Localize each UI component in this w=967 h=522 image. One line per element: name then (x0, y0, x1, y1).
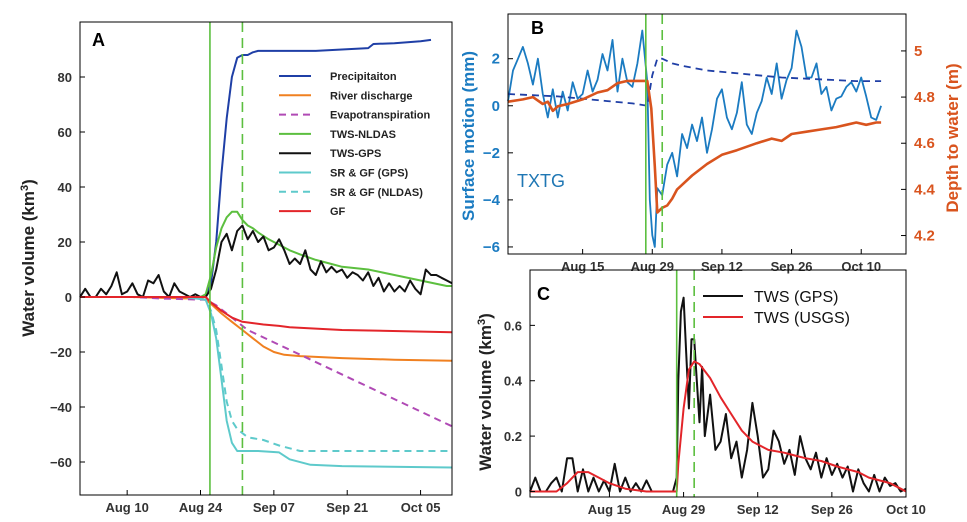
panel-a-xtick-tick-label: Aug 24 (179, 500, 223, 515)
panel-b-letter: B (531, 18, 544, 38)
panel-a-ytick-tick-label: −60 (50, 455, 72, 470)
panel-b-yticks-right: 4.2 4.4 4.6 4.8 5 (901, 43, 936, 245)
panel-a-frame (79, 21, 453, 496)
legend-label-sr-gf-nldas: SR & GF (NLDAS) (330, 187, 423, 199)
panel-b-xtick-tick-label: Sep 26 (771, 259, 813, 274)
panel-b-ytick-left-tick-label: 2 (492, 51, 500, 68)
series-surface-motion-trend (507, 57, 882, 107)
panel-b-ytick-right-tick-label: 4.2 (914, 228, 935, 245)
series-tws-nldas (80, 210, 452, 298)
panel-c-xtick-tick-label: Aug 15 (588, 502, 631, 517)
station-label: TXTG (517, 171, 565, 191)
panel-c-frame (529, 269, 907, 498)
panel-a-legend: Precipitaiton River discharge Evapotranspi… (279, 71, 431, 218)
panel-c-xtick-tick-label: Aug 29 (662, 502, 705, 517)
panel-b-ylabel-right: Depth to water (m) (943, 63, 962, 212)
panel-c-series (529, 296, 907, 493)
legend-label-tws-gps: TWS (GPS) (754, 289, 838, 306)
panel-a-yticks: −60 −40 −20 0 20 40 60 80 (50, 70, 85, 470)
legend-label-tws-gps: TWS-GPS (330, 148, 381, 160)
panel-c-ylabel: Water volume (km3) (476, 313, 495, 471)
panel-a-ylabel: Water volume (km3) (19, 179, 38, 337)
series-river-discharge (80, 296, 453, 362)
panel-c-xtick-tick-label: Sep 26 (811, 502, 853, 517)
panel-a-series (79, 38, 453, 469)
series-gf (80, 296, 453, 334)
panel-c-xtick-tick-label: Sep 12 (737, 502, 779, 517)
panel-b-vlines (645, 14, 664, 254)
series-evapotranspiration (80, 296, 453, 428)
panel-b-ytick-left-tick-label: 0 (492, 98, 500, 115)
series-sr-gf-gps (80, 296, 453, 469)
panel-a-ytick-tick-label: −40 (50, 400, 72, 415)
panel-c-ytick-tick-label: 0.4 (504, 374, 523, 389)
panel-b-ytick-left-tick-label: −6 (483, 239, 500, 256)
panel-b-frame (507, 13, 907, 255)
legend-label-evapotranspiration: Evapotranspiration (330, 110, 431, 122)
legend-label-tws-usgs: TWS (USGS) (754, 310, 850, 327)
panel-c-xtick-tick-label: Oct 10 (886, 502, 926, 517)
panel-a-xticks: Aug 10 Aug 24 Sep 07 Sep 21 Oct 05 (105, 490, 440, 515)
panel-b-xtick-tick-label: Oct 10 (841, 259, 881, 274)
series-tws-usgs (530, 360, 907, 493)
panel-a-xtick-tick-label: Oct 05 (401, 500, 441, 515)
panel-a-xtick-tick-label: Sep 07 (253, 500, 295, 515)
legend-label-river-discharge: River discharge (330, 90, 413, 102)
panel-c-ytick-tick-label: 0 (515, 484, 522, 499)
panel-a-ytick-tick-label: 80 (58, 70, 72, 85)
panel-b-yticks-left: −6 −4 −2 0 2 (483, 51, 513, 256)
panel-a-xtick-tick-label: Sep 21 (326, 500, 368, 515)
panel-a-letter: A (92, 30, 105, 50)
panel-b-xtick-tick-label: Aug 29 (631, 259, 674, 274)
panel-a-ytick-tick-label: 0 (65, 290, 72, 305)
panel-b-xtick-tick-label: Sep 12 (701, 259, 743, 274)
panel-b-ylabel-left: Surface motion (mm) (459, 51, 478, 221)
panel-b-ytick-right-tick-label: 4.4 (914, 181, 936, 198)
legend-label-precipitaiton: Precipitaiton (330, 71, 397, 83)
panel-b-series (507, 29, 882, 248)
panel-c-letter: C (537, 284, 550, 304)
series-depth-to-water (507, 79, 882, 214)
panel-b-ytick-right-tick-label: 4.6 (914, 135, 935, 152)
series-surface-motion (507, 29, 882, 248)
panel-c-yticks: 0 0.2 0.4 0.6 (504, 318, 535, 499)
panel-a-ytick-tick-label: 20 (58, 235, 72, 250)
panel-a-xtick-tick-label: Aug 10 (105, 500, 148, 515)
panel-a-ytick-tick-label: 40 (58, 180, 72, 195)
panel-c-xticks: Aug 15 Aug 29 Sep 12 Sep 26 Oct 10 (588, 492, 926, 517)
panel-b: B TXTG −6 −4 −2 0 2 4.2 4.4 4.6 4.8 5 Aug 15 Aug … (459, 13, 962, 274)
panel-a-ytick-tick-label: −20 (50, 345, 72, 360)
panel-b-xtick-tick-label: Aug 15 (561, 259, 604, 274)
panel-b-ytick-left-tick-label: −4 (483, 192, 501, 209)
series-tws-gps (79, 224, 453, 298)
series-sr-gf-nldas (80, 296, 452, 452)
panel-c-ytick-tick-label: 0.2 (504, 429, 522, 444)
panel-a: A Precipitaiton River discharge Evapotrans… (19, 21, 453, 515)
panel-a-ytick-tick-label: 60 (58, 125, 72, 140)
legend-label-tws-nldas: TWS-NLDAS (330, 129, 396, 141)
panel-c-ytick-tick-label: 0.6 (504, 318, 522, 333)
legend-label-gf: GF (330, 206, 346, 218)
panel-c-vlines (675, 270, 695, 497)
series-precipitaiton (204, 38, 432, 298)
panel-c-legend: TWS (GPS) TWS (USGS) (703, 289, 850, 327)
legend-label-sr-gf-gps: SR & GF (GPS) (330, 168, 409, 180)
panel-b-ytick-right-tick-label: 5 (914, 43, 922, 60)
panel-a-vlines (209, 22, 244, 495)
panel-c: C TWS (GPS)TWS (USGS) 00.20.40.6 Aug 15 A… (476, 269, 926, 517)
panel-b-ytick-left-tick-label: −2 (483, 145, 500, 162)
panel-b-ytick-right-tick-label: 4.8 (914, 89, 935, 106)
